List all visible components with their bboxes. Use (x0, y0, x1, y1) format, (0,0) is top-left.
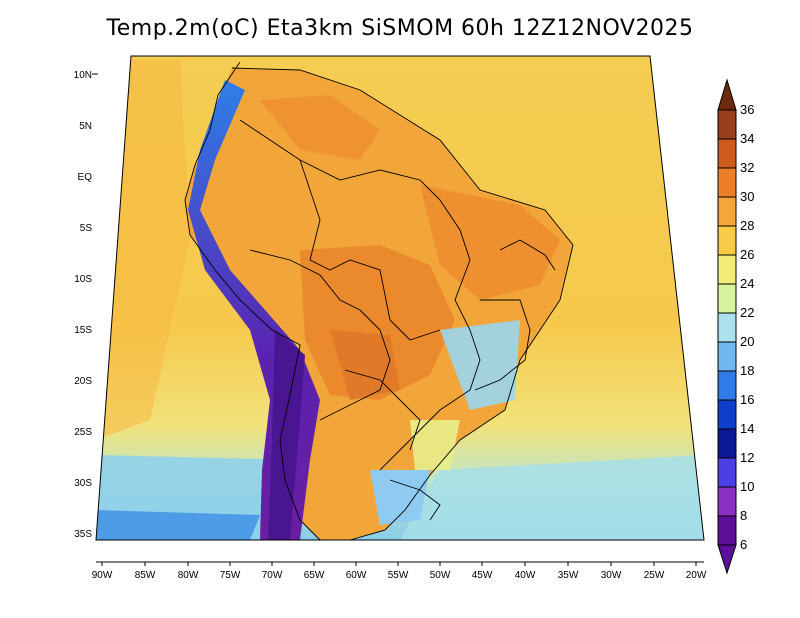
colorbar-label: 6 (740, 537, 747, 552)
lat-tick: 5S (80, 223, 93, 234)
svg-text:55W: 55W (388, 570, 409, 581)
colorbar-label: 30 (740, 189, 754, 204)
svg-text:5S: 5S (80, 223, 93, 234)
lon-tick: 90W (92, 562, 113, 581)
svg-text:85W: 85W (135, 570, 156, 581)
svg-text:90W: 90W (92, 570, 113, 581)
svg-text:30S: 30S (74, 478, 92, 489)
colorbar-labels: 36 34 32 30 28 26 24 22 20 18 16 14 12 1… (740, 102, 754, 552)
svg-text:30W: 30W (601, 570, 622, 581)
lat-tick: 35S (74, 529, 92, 540)
colorbar-label: 14 (740, 421, 754, 436)
svg-text:70W: 70W (262, 570, 283, 581)
svg-text:15S: 15S (74, 325, 92, 336)
lat-tick: 30S (74, 478, 92, 489)
colorbar-swatch (718, 342, 736, 371)
colorbar-label: 34 (740, 131, 754, 146)
lon-tick: 30W (601, 562, 622, 581)
svg-text:10S: 10S (74, 274, 92, 285)
colorbar-label: 28 (740, 218, 754, 233)
colorbar-label: 16 (740, 392, 754, 407)
lon-tick: 55W (388, 562, 409, 581)
colorbar-bottom-arrow (718, 545, 736, 573)
colorbar-swatch (718, 284, 736, 313)
svg-text:50W: 50W (430, 570, 451, 581)
colorbar-swatches (718, 110, 736, 545)
svg-text:25W: 25W (644, 570, 665, 581)
colorbar-swatch (718, 516, 736, 545)
colorbar-label: 22 (740, 305, 754, 320)
svg-text:35S: 35S (74, 529, 92, 540)
svg-text:45W: 45W (472, 570, 493, 581)
lat-tick: 5N (79, 121, 92, 132)
colorbar-swatch (718, 255, 736, 284)
lat-tick: 15S (74, 325, 92, 336)
colorbar-swatch (718, 371, 736, 400)
colorbar-swatch (718, 139, 736, 168)
svg-text:35W: 35W (558, 570, 579, 581)
lon-tick: 20W (686, 562, 707, 581)
colorbar-label: 36 (740, 102, 754, 117)
svg-text:20S: 20S (74, 376, 92, 387)
colorbar-swatch (718, 313, 736, 342)
temperature-map: 10N 5N EQ 5S 10S 15S 20S 25S 30S 35S 90W… (0, 0, 800, 618)
colorbar-label: 24 (740, 276, 754, 291)
colorbar-swatch (718, 168, 736, 197)
colorbar-swatch (718, 487, 736, 516)
svg-text:EQ: EQ (78, 172, 93, 183)
lon-tick: 35W (558, 562, 579, 581)
svg-text:65W: 65W (304, 570, 325, 581)
colorbar-swatch (718, 429, 736, 458)
latitude-axis: 10N 5N EQ 5S 10S 15S 20S 25S 30S 35S (74, 70, 98, 540)
lon-tick: 60W (346, 562, 367, 581)
temperature-field (90, 50, 710, 550)
colorbar-swatch (718, 400, 736, 429)
lat-tick: 20S (74, 376, 92, 387)
lon-tick: 75W (220, 562, 241, 581)
colorbar-label: 10 (740, 479, 754, 494)
lon-tick: 70W (262, 562, 283, 581)
lon-tick: 65W (304, 562, 325, 581)
lat-tick: 10S (74, 274, 92, 285)
lon-tick: 85W (135, 562, 156, 581)
colorbar-label: 12 (740, 450, 754, 465)
svg-text:5N: 5N (79, 121, 92, 132)
lat-tick: 25S (74, 427, 92, 438)
colorbar-swatch (718, 458, 736, 487)
svg-text:10N: 10N (74, 70, 92, 81)
svg-text:20W: 20W (686, 570, 707, 581)
lat-tick: 10N (74, 70, 98, 81)
svg-text:25S: 25S (74, 427, 92, 438)
lon-tick: 80W (178, 562, 199, 581)
lon-tick: 50W (430, 562, 451, 581)
colorbar: 36 34 32 30 28 26 24 22 20 18 16 14 12 1… (718, 80, 754, 573)
svg-text:80W: 80W (178, 570, 199, 581)
colorbar-label: 32 (740, 160, 754, 175)
colorbar-label: 18 (740, 363, 754, 378)
svg-text:60W: 60W (346, 570, 367, 581)
lon-tick: 45W (472, 562, 493, 581)
colorbar-label: 20 (740, 334, 754, 349)
colorbar-swatch (718, 197, 736, 226)
colorbar-swatch (718, 226, 736, 255)
svg-text:75W: 75W (220, 570, 241, 581)
svg-text:40W: 40W (515, 570, 536, 581)
lon-tick: 40W (515, 562, 536, 581)
colorbar-top-arrow (718, 80, 736, 110)
colorbar-label: 8 (740, 508, 747, 523)
longitude-axis: 90W 85W 80W 75W 70W 65W 60W 55W 50W 45W … (92, 562, 707, 581)
lat-tick: EQ (78, 172, 93, 183)
lon-tick: 25W (644, 562, 665, 581)
colorbar-swatch (718, 110, 736, 139)
colorbar-label: 26 (740, 247, 754, 262)
